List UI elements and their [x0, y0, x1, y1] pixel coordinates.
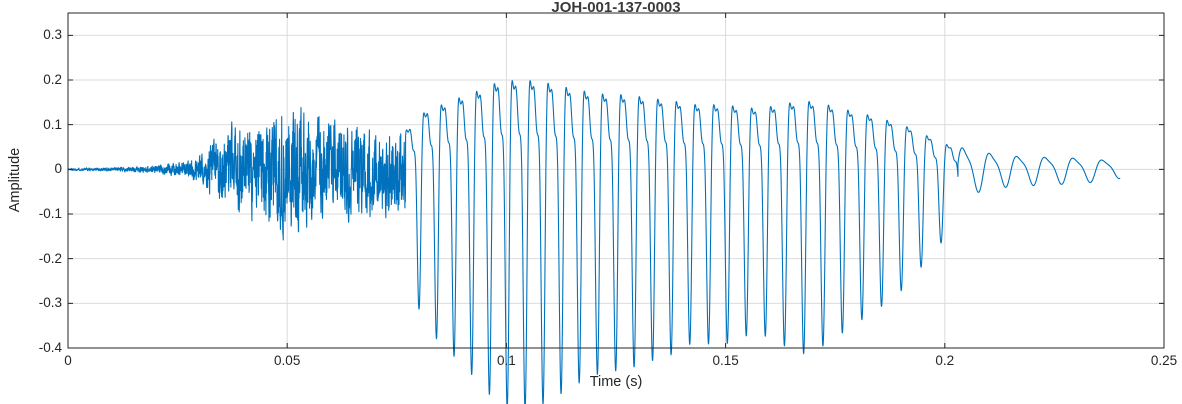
- x-tick-label: 0.05: [274, 353, 301, 368]
- x-axis-label: Time (s): [589, 374, 643, 390]
- y-tick-label: 0.2: [43, 72, 62, 87]
- y-tick-label: -0.3: [38, 295, 62, 311]
- x-tick-label: 0.1: [497, 353, 516, 368]
- y-tick-label: 0.3: [43, 27, 62, 43]
- y-tick-label: -0.1: [38, 206, 62, 221]
- x-tick-label: 0.2: [935, 353, 955, 368]
- chart-title: JOH-001-137-0003: [551, 0, 681, 16]
- y-tick-label: -0.4: [38, 340, 62, 355]
- y-tick-label: -0.2: [38, 250, 62, 266]
- x-tick-label: 0: [64, 353, 72, 368]
- y-tick-label: 0: [54, 161, 62, 177]
- x-tick-label: 0.15: [712, 353, 739, 368]
- y-tick-label: 0.1: [43, 116, 62, 132]
- y-axis-label: Amplitude: [7, 147, 23, 213]
- x-tick-label: 0.25: [1150, 353, 1178, 368]
